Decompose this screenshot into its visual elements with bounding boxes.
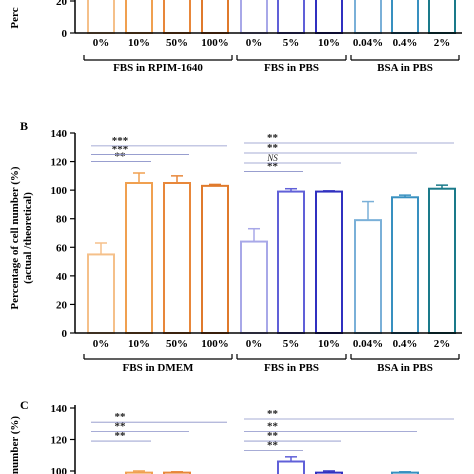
panel-a-category-label: 10% <box>318 37 340 49</box>
panel-b-category-label: 2% <box>434 338 451 350</box>
panel-c-bar <box>277 460 305 474</box>
panel-b-significance-label: *** <box>112 143 129 155</box>
panel-a-y-tick-label: 0 <box>62 28 68 40</box>
panel-b-significance-label: NS <box>266 153 278 163</box>
panel-c-significance-label: ** <box>115 430 127 442</box>
panel-b-y-tick-label: 100 <box>51 185 68 197</box>
y-axis-label-a: Perc <box>9 7 21 28</box>
panel-b-significance-label: *** <box>112 135 129 147</box>
panel-c-y-tick-label: 120 <box>51 435 68 447</box>
panel-b-y-tick-label: 120 <box>51 157 68 169</box>
panel-a-category-label: 0% <box>93 37 110 49</box>
y-axis-label-c: number (%) <box>9 416 21 474</box>
panel-c-significance-label: ** <box>267 408 279 420</box>
panel-b-significance-label: ** <box>267 142 279 154</box>
panel-b-bar <box>201 184 229 334</box>
panel-b-group-label: BSA in PBS <box>377 362 433 374</box>
panel-b-category-label: 0.04% <box>353 338 383 350</box>
panel-label-c: C <box>20 398 29 412</box>
panel-a-bar <box>391 0 419 34</box>
panel-b-significance-label: ** <box>267 161 279 173</box>
panel-a-category-label: 50% <box>166 37 188 49</box>
panel-b-bar <box>163 182 191 334</box>
panel-a-category-label: 0.4% <box>393 37 418 49</box>
panel-b-bar <box>125 182 153 334</box>
panel-a-category-label: 5% <box>283 37 300 49</box>
panel-b-significance-label: ** <box>267 132 279 144</box>
panel-label-b: B <box>20 119 28 133</box>
panel-b-y-tick-label: 0 <box>62 328 68 340</box>
panel-b-y-tick-label: 40 <box>56 271 68 283</box>
panel-a-bar <box>428 0 456 34</box>
panel-a-bar <box>201 0 229 34</box>
panel-b-category-label: 0.4% <box>393 338 418 350</box>
panel-c-significance-label: ** <box>267 421 279 433</box>
panel-a-group-label: BSA in PBS <box>377 62 433 74</box>
panel-a-bar <box>163 0 191 34</box>
panel-a-bar <box>125 0 153 34</box>
panel-b-category-label: 50% <box>166 338 188 350</box>
panel-a-category-label: 0% <box>246 37 263 49</box>
panel-b-significance-label: ** <box>115 151 127 163</box>
panel-a-category-label: 0.04% <box>353 37 383 49</box>
panel-c-y-tick-label: 140 <box>51 403 68 415</box>
y-axis-label-b-line2: (actual /theoretical) <box>22 192 34 284</box>
panel-a: 0 20 0% 10% 50% 100% 0% 5% 10% 0.04% 0.4% 2% FBS in … <box>56 0 462 74</box>
panel-a-y-tick-label: 20 <box>56 0 68 8</box>
panel-b-category-label: 5% <box>283 338 300 350</box>
panel-b-category-label: 10% <box>318 338 340 350</box>
panel-b-y-tick-label: 20 <box>56 299 68 311</box>
panel-c-y-tick-label: 100 <box>51 466 68 474</box>
panel-a-category-label: 2% <box>434 37 451 49</box>
panel-b-group-label: FBS in PBS <box>264 362 319 374</box>
panel-b-category-label: 10% <box>128 338 150 350</box>
panel-a-group-label: FBS in PBS <box>264 62 319 74</box>
panel-b-group-label: FBS in DMEM <box>123 362 195 374</box>
panel-a-bar <box>87 0 115 34</box>
panel-b-category-label: 100% <box>201 338 229 350</box>
panel-b-y-tick-label: 140 <box>51 128 68 140</box>
panel-a-category-label: 100% <box>201 37 229 49</box>
y-axis-label-b-line1: Percentage of cell number (%) <box>9 166 21 309</box>
panel-b-y-tick-label: 60 <box>56 242 68 254</box>
panel-b-bar <box>277 190 305 334</box>
panel-a-bar <box>354 0 382 34</box>
panel-a-bar <box>315 0 343 34</box>
panel-b-bar <box>354 219 382 334</box>
panel-c-significance-label: ** <box>267 430 279 442</box>
panel-b-bar <box>87 253 115 334</box>
panel-a-category-label: 10% <box>128 37 150 49</box>
panel-b-bar <box>240 240 268 334</box>
panel-b-bar <box>315 190 343 334</box>
panel-b-bar <box>428 187 456 334</box>
panel-a-bar <box>277 0 305 34</box>
panel-c-significance-label: ** <box>115 421 127 433</box>
panel-a-bar <box>240 0 268 34</box>
panel-b-category-label: 0% <box>93 338 110 350</box>
panel-b-category-label: 0% <box>246 338 263 350</box>
panel-b-y-tick-label: 80 <box>56 214 68 226</box>
panel-a-group-label: FBS in RPIM-1640 <box>113 62 203 74</box>
panel-c-significance-label: ** <box>267 440 279 452</box>
panel-c-significance-label: ** <box>115 411 127 423</box>
panel-b-bar <box>391 196 419 334</box>
